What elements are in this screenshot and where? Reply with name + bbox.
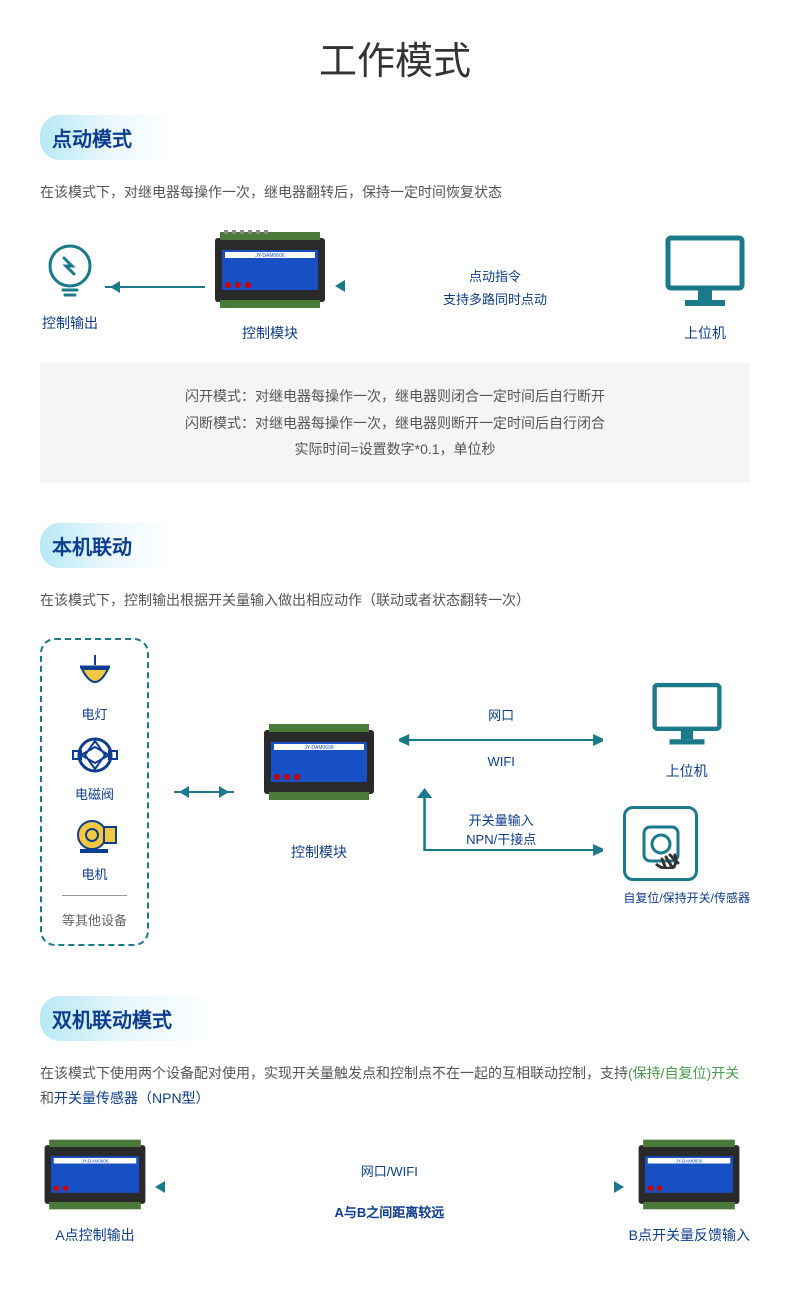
conn2-line1: 开关量输入 xyxy=(466,810,536,829)
host-label-2: 上位机 xyxy=(623,761,750,781)
multi-label: 支持多路同时点动 xyxy=(443,289,547,308)
output-node: 控制输出 xyxy=(40,240,100,333)
section1-diagram: 控制输出 JY-DAM0606 控制模块 点动指令 支持多路同时点动 xyxy=(40,230,750,343)
monitor-icon-2 xyxy=(647,678,727,748)
section2-header: 本机联动 xyxy=(40,523,172,568)
center-module: JY-DAM0606 控制模块 xyxy=(259,722,379,862)
bulb-icon xyxy=(40,240,100,300)
module-label: 控制模块 xyxy=(210,323,330,343)
nodeB: JY-DAM0606 B点开关量反馈输入 xyxy=(629,1137,750,1245)
main-title: 工作模式 xyxy=(40,30,750,85)
lamp-label: 电灯 xyxy=(62,704,127,723)
host-node: 上位机 xyxy=(660,230,750,343)
switch-node: 自复位/保持开关/传感器 xyxy=(623,806,750,906)
module-device-icon-A: JY-DAM0606 xyxy=(40,1137,150,1212)
module-device-icon: JY-DAM0606 xyxy=(210,230,330,310)
valve-label: 电磁阀 xyxy=(62,784,127,803)
divider xyxy=(62,895,127,896)
conn1-line1: 网口 xyxy=(487,705,514,724)
nodeB-label: B点开关量反馈输入 xyxy=(629,1225,750,1245)
section1-header: 点动模式 xyxy=(40,115,172,160)
section3-header: 双机联动模式 xyxy=(40,996,212,1041)
svg-text:JY-DAM0606: JY-DAM0606 xyxy=(82,1158,109,1163)
section1-desc: 在该模式下，对继电器每操作一次，继电器翻转后，保持一定时间恢复状态 xyxy=(40,180,750,205)
conn-label: 网口/WIFI xyxy=(361,1161,418,1180)
motor-icon xyxy=(70,815,120,855)
nodeA-label: A点控制输出 xyxy=(40,1225,150,1245)
switch-label: 自复位/保持开关/传感器 xyxy=(623,889,750,906)
svg-text:JY-DAM0606: JY-DAM0606 xyxy=(304,745,333,751)
section3-diagram: JY-DAM0606 A点控制输出 网口/WIFI A与B之间距离较远 JY-D… xyxy=(40,1137,750,1245)
info-line3: 实际时间=设置数字*0.1，单位秒 xyxy=(70,436,720,463)
host-node-2: 上位机 xyxy=(623,678,750,781)
conn1-line2: WIFI xyxy=(487,754,514,769)
info-line1: 闪开模式：对继电器每操作一次，继电器则闭合一定时间后自行断开 xyxy=(70,383,720,410)
output-label: 控制输出 xyxy=(40,313,100,333)
host-label: 上位机 xyxy=(660,323,750,343)
module-label-2: 控制模块 xyxy=(291,842,347,862)
conn2-line2: NPN/干接点 xyxy=(466,829,536,848)
arrow-s2-1 xyxy=(174,791,234,793)
svg-text:JY-DAM0606: JY-DAM0606 xyxy=(255,253,284,259)
module-device-icon-B: JY-DAM0606 xyxy=(634,1137,744,1212)
module-device-icon-2: JY-DAM0606 xyxy=(259,722,379,802)
section2-desc: 在该模式下，控制输出根据开关量输入做出相应动作（联动或者状态翻转一次） xyxy=(40,588,750,613)
valve-icon xyxy=(70,735,120,775)
nodeA: JY-DAM0606 A点控制输出 xyxy=(40,1137,150,1245)
valve-item: 电磁阀 xyxy=(62,735,127,803)
section2-diagram: 电灯 电磁阀 电机 等其 xyxy=(40,638,750,946)
section3-desc: 在该模式下使用两个设备配对使用，实现开关量触发点和控制点不在一起的互相联动控制，… xyxy=(40,1061,750,1111)
svg-text:JY-DAM0606: JY-DAM0606 xyxy=(676,1158,703,1163)
other-label: 等其他设备 xyxy=(62,904,127,929)
module-node: JY-DAM0606 控制模块 xyxy=(210,230,330,343)
cmd-label: 点动指令 xyxy=(469,266,521,285)
lamp-icon xyxy=(70,655,120,695)
device-panel: 电灯 电磁阀 电机 等其 xyxy=(40,638,149,946)
motor-item: 电机 xyxy=(62,815,127,883)
lamp-item: 电灯 xyxy=(62,655,127,723)
monitor-icon xyxy=(660,230,750,310)
info-box: 闪开模式：对继电器每操作一次，继电器则闭合一定时间后自行断开 闪断模式：对继电器… xyxy=(40,363,750,483)
switch-icon xyxy=(623,806,698,881)
arrow-1 xyxy=(105,286,205,288)
distance-label: A与B之间距离较远 xyxy=(334,1202,444,1221)
motor-label: 电机 xyxy=(62,864,127,883)
info-line2: 闪断模式：对继电器每操作一次，继电器则断开一定时间后自行闭合 xyxy=(70,410,720,437)
